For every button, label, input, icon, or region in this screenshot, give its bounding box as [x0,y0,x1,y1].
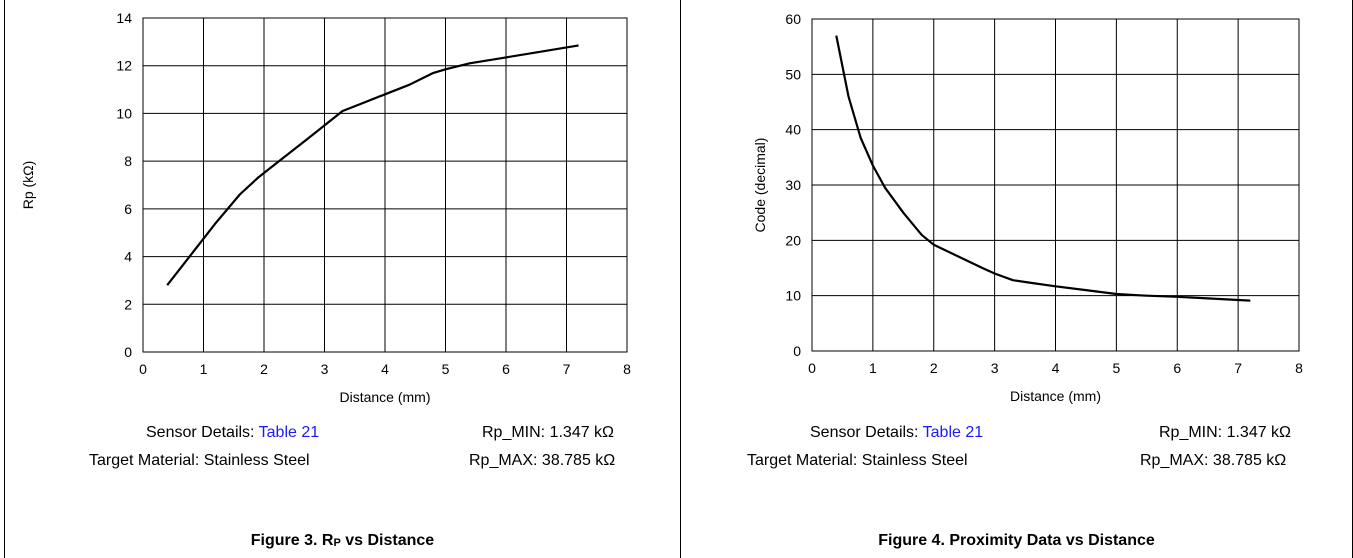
y-axis-label: Code (decimal) [752,138,768,233]
y-tick-label: 10 [785,288,801,304]
target-material-text: Target Material: Stainless Steel [89,452,310,469]
x-tick-label: 1 [869,360,877,376]
y-tick-label: 8 [124,153,132,169]
x-tick-label: 0 [139,361,147,377]
x-axis-label: Distance (mm) [1010,388,1101,404]
y-tick-label: 4 [124,249,132,265]
rp-max-text: Rp_MAX: 38.785 kΩ [469,452,616,469]
x-tick-label: 1 [200,361,208,377]
x-tick-label: 6 [502,361,510,377]
figure-3-caption: Figure 3. RP vs Distance [250,532,435,549]
y-tick-label: 20 [785,232,801,248]
data-line [166,44,579,286]
x-tick-label: 0 [808,360,816,376]
x-tick-label: 6 [1173,360,1181,376]
y-tick-label: 40 [785,122,801,138]
y-tick-label: 50 [785,66,801,82]
sensor-details: Sensor Details: Table 21 [810,424,983,442]
y-tick-label: 2 [124,296,132,312]
y-tick-label: 12 [116,58,132,74]
x-tick-label: 3 [991,360,999,376]
x-tick-label: 8 [1295,360,1303,376]
y-tick-label: 6 [124,201,132,217]
sensor-details-label: Sensor Details: [146,424,255,441]
figure-4-panel: 0 1 2 3 4 5 6 7 8 0 10 20 30 40 50 60 Distance (mm) Code … [680,0,1353,558]
y-tick-label: 60 [785,11,801,27]
y-axis-label: Rp (kΩ) [20,161,36,210]
rp-min-text: Rp_MIN: 1.347 kΩ [1159,424,1292,441]
x-tick-label: 2 [260,361,268,377]
x-tick-label: 5 [442,361,450,377]
target-material-text: Target Material: Stainless Steel [747,452,968,469]
x-tick-label: 8 [623,361,631,377]
figure-3-panel: 0 1 2 3 4 5 6 7 8 0 2 4 6 8 10 12 14 Distance (mm) Rp (kΩ)… [4,0,680,558]
proximity-data-vs-distance-chart: 0 1 2 3 4 5 6 7 8 0 10 20 30 40 50 60 Distance (mm) Code … [752,11,1303,404]
y-tick-label: 10 [116,105,132,121]
table-21-link[interactable]: Table 21 [922,424,984,441]
x-tick-label: 4 [381,361,389,377]
y-tick-label: 0 [124,344,132,360]
x-axis-label: Distance (mm) [339,389,430,405]
y-tick-label: 14 [116,10,132,26]
x-tick-label: 4 [1052,360,1060,376]
data-line [835,35,1251,302]
x-tick-label: 2 [930,360,938,376]
sensor-details-label: Sensor Details: [810,424,919,441]
x-tick-label: 5 [1112,360,1120,376]
y-tick-label: 0 [793,343,801,359]
table-21-link[interactable]: Table 21 [258,424,320,441]
plot-frame [142,17,628,353]
plot-frame [811,18,1300,352]
x-tick-label: 3 [321,361,329,377]
sensor-details: Sensor Details: Table 21 [146,424,319,442]
y-tick-label: 30 [785,177,801,193]
rp-max-text: Rp_MAX: 38.785 kΩ [1140,452,1287,469]
rp-min-text: Rp_MIN: 1.347 kΩ [482,424,615,441]
x-tick-label: 7 [1234,360,1242,376]
x-tick-label: 7 [563,361,571,377]
figure-4-caption: Figure 4. Proximity Data vs Distance [878,532,1155,549]
